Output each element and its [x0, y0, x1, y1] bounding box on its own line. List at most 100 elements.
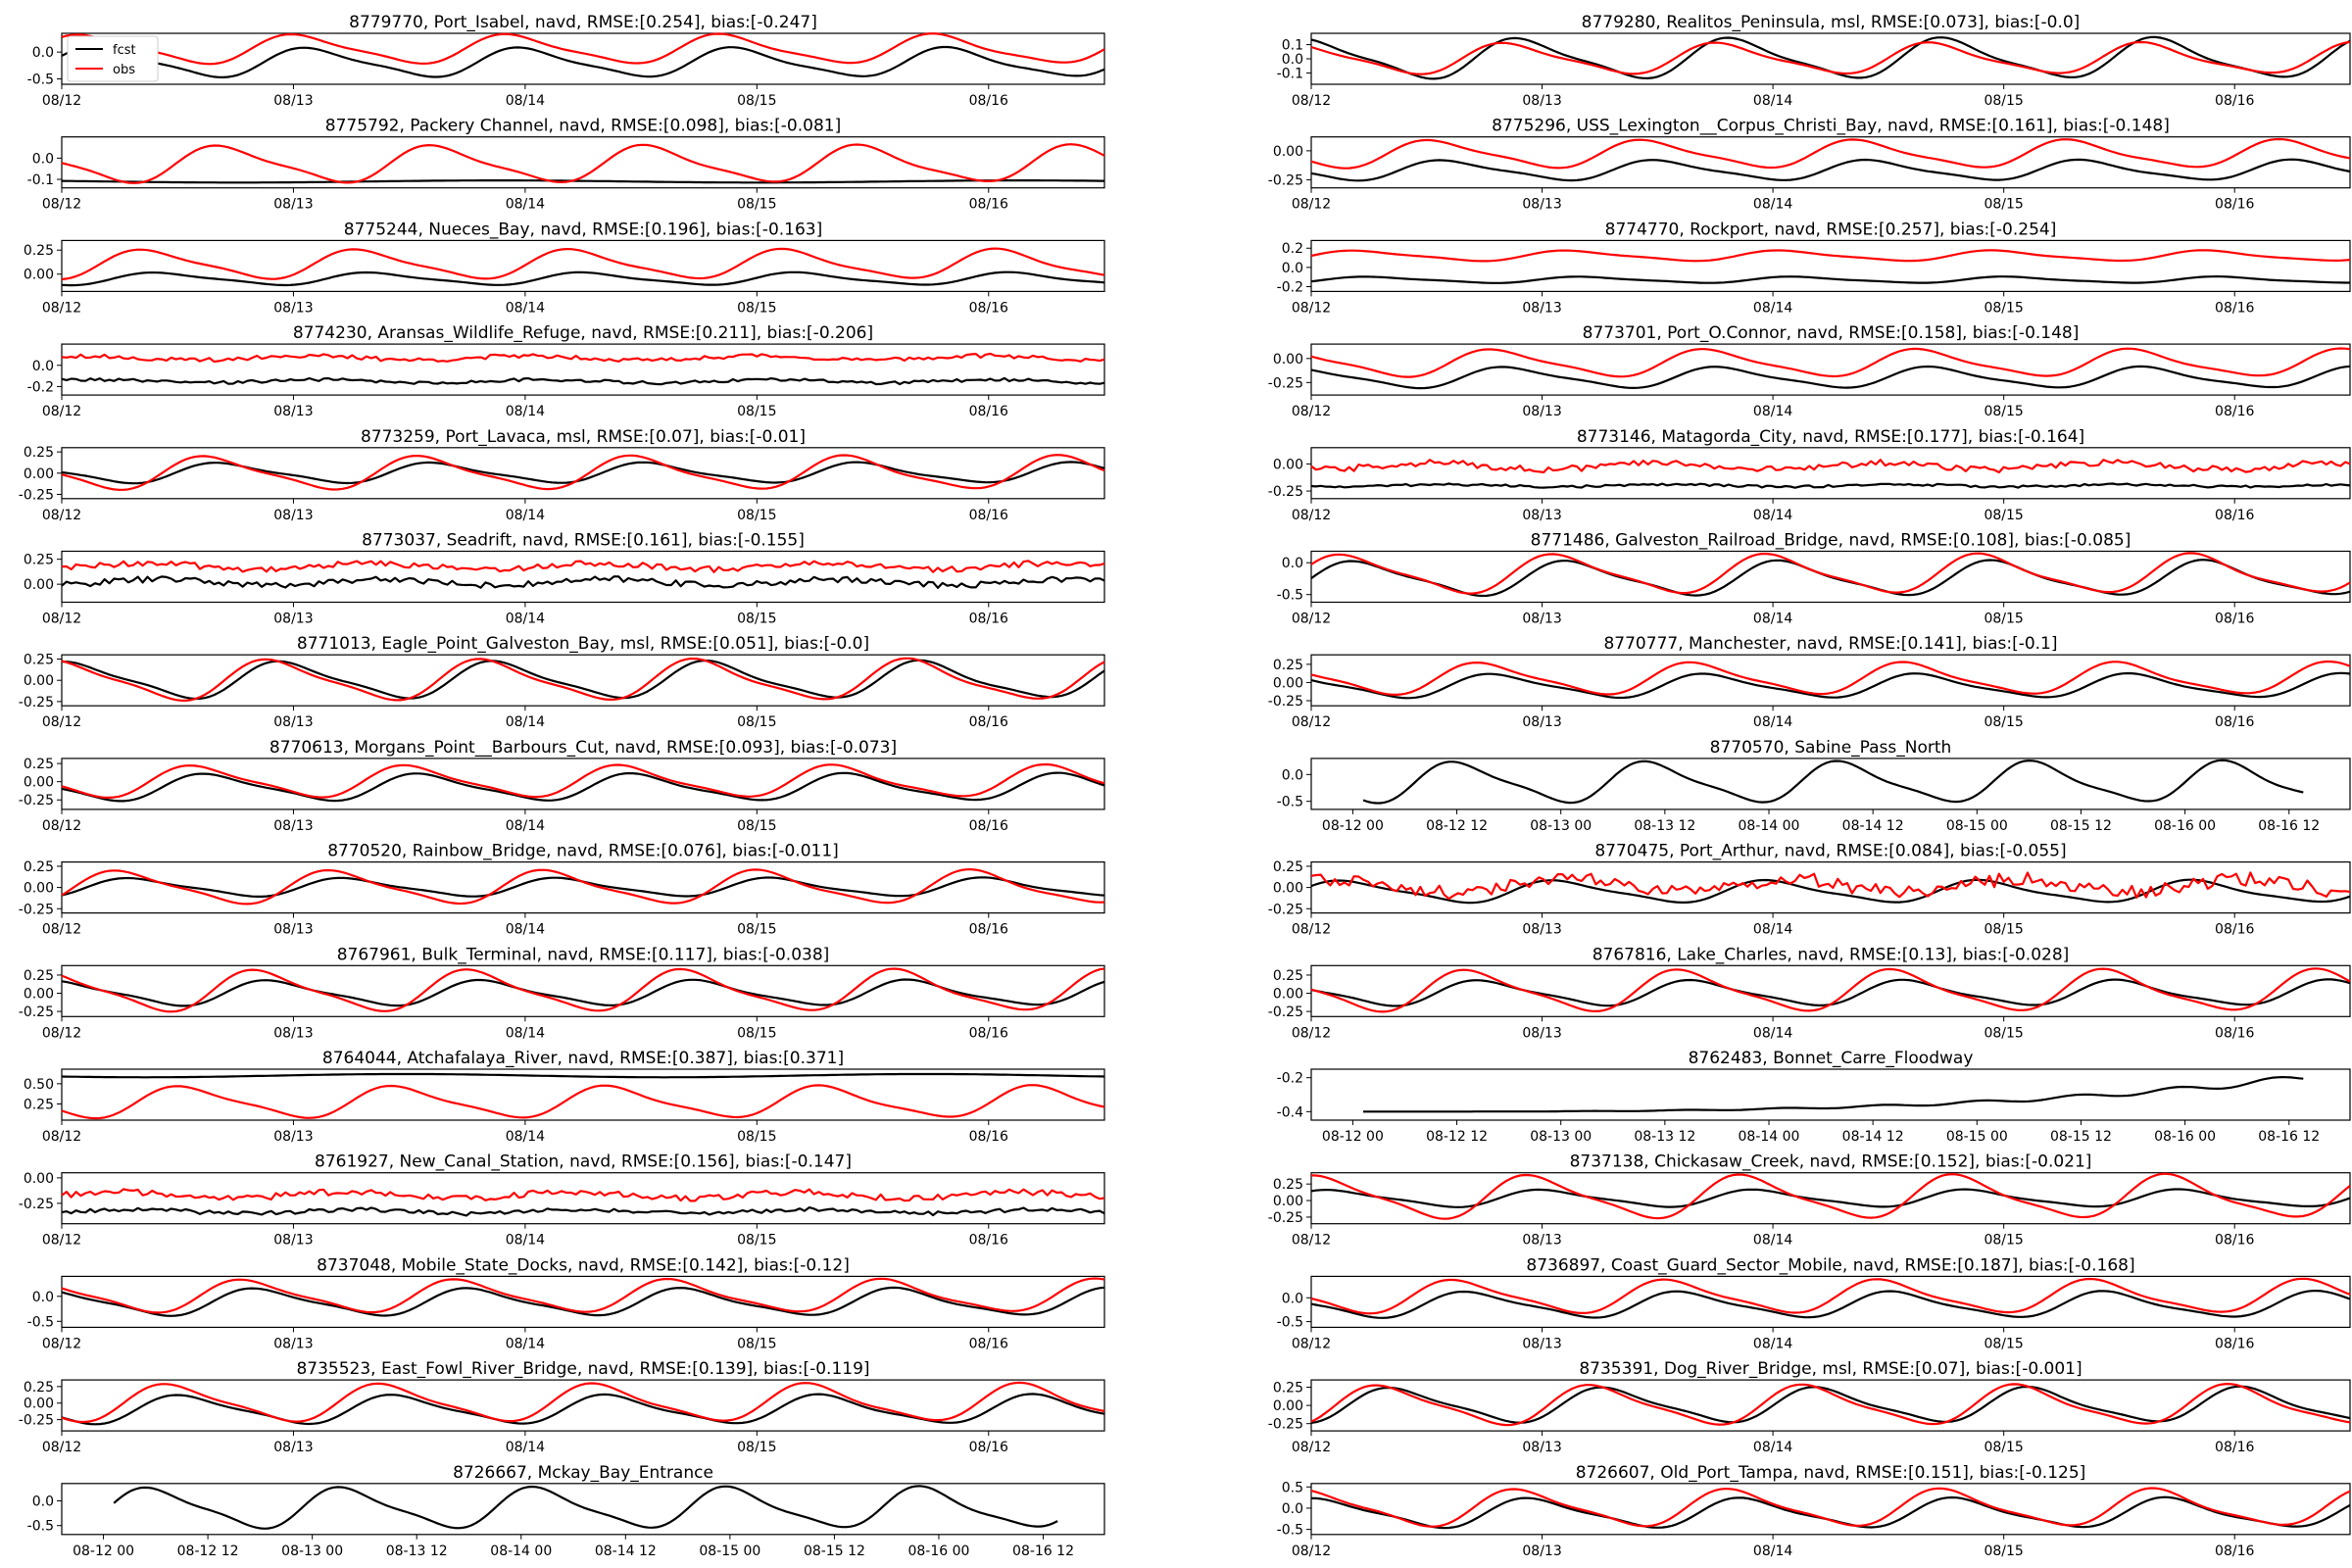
- subplot: 8770475, Port_Arthur, navd, RMSE:[0.084]…: [1268, 842, 2351, 938]
- x-tick-label: 08-16 12: [1012, 1544, 1074, 1559]
- x-tick-label: 08/15: [737, 612, 776, 627]
- x-tick-label: 08/14: [1753, 300, 1792, 316]
- subplot-title: 8773259, Port_Lavaca, msl, RMSE:[0.07], …: [361, 427, 806, 447]
- x-tick-label: 08/16: [969, 1233, 1008, 1249]
- subplot-title: 8770777, Manchester, navd, RMSE:[0.141],…: [1603, 634, 2057, 654]
- x-tick-label: 08/13: [1522, 612, 1561, 627]
- y-tick-label: 0.25: [24, 553, 54, 568]
- x-tick-label: 08/15: [1984, 1544, 2023, 1559]
- y-tick-label: 0.25: [1273, 859, 1303, 875]
- fcst-series-line: [1310, 365, 2351, 390]
- subplot: 8735523, East_Fowl_River_Bridge, navd, R…: [19, 1359, 1105, 1455]
- subplot-title: 8779770, Port_Isabel, navd, RMSE:[0.254]…: [349, 13, 817, 32]
- x-tick-label: 08/12: [1292, 1336, 1331, 1351]
- x-tick-label: 08/13: [273, 300, 313, 316]
- x-tick-label: 08/14: [1753, 197, 1792, 213]
- subplot-title: 8774230, Aransas_Wildlife_Refuge, navd, …: [293, 323, 873, 343]
- x-tick-label: 08/16: [2215, 1025, 2254, 1041]
- obs-series-line: [61, 1084, 1105, 1120]
- obs-series-line: [1310, 137, 2351, 170]
- y-tick-label: -0.25: [1268, 172, 1303, 188]
- plot-frame: [61, 758, 1105, 810]
- obs-series-line: [1310, 249, 2351, 263]
- y-tick-label: -0.25: [1268, 1004, 1303, 1020]
- x-tick-label: 08/12: [42, 197, 81, 213]
- subplot-title: 8767816, Lake_Charles, navd, RMSE:[0.13]…: [1592, 945, 2070, 964]
- x-tick-label: 08/15: [737, 197, 776, 213]
- x-tick-label: 08/14: [1753, 922, 1792, 938]
- x-tick-label: 08/16: [969, 300, 1008, 316]
- obs-series-line: [1310, 40, 2351, 75]
- obs-series-line: [1310, 1383, 2351, 1427]
- plot-frame: [61, 136, 1105, 189]
- x-tick-label: 08/14: [1753, 1233, 1792, 1249]
- x-tick-label: 08/16: [969, 612, 1008, 627]
- x-tick-label: 08/15: [737, 93, 776, 109]
- x-tick-label: 08/13: [1522, 922, 1561, 938]
- y-tick-label: -0.25: [19, 793, 54, 808]
- obs-series-line: [1310, 552, 2351, 595]
- x-tick-label: 08/12: [42, 1440, 81, 1455]
- x-tick-label: 08/15: [1984, 1233, 2023, 1249]
- plot-frame: [61, 447, 1105, 500]
- x-tick-label: 08/14: [506, 1336, 545, 1351]
- y-tick-label: 0.00: [1273, 987, 1303, 1003]
- x-tick-label: 08-13 12: [1634, 818, 1695, 834]
- y-tick-label: 0.00: [1273, 352, 1303, 368]
- x-tick-label: 08/12: [1292, 922, 1331, 938]
- y-tick-label: 0.0: [32, 151, 54, 167]
- y-tick-label: 0.00: [24, 987, 54, 1003]
- x-tick-label: 08-16 00: [2154, 1129, 2216, 1145]
- x-tick-label: 08/13: [273, 508, 313, 523]
- y-tick-label: 0.25: [24, 757, 54, 772]
- x-tick-label: 08/12: [1292, 93, 1331, 109]
- x-tick-label: 08/16: [2215, 1440, 2254, 1455]
- obs-series-line: [1310, 660, 2351, 696]
- obs-series-line: [61, 1188, 1105, 1202]
- x-tick-label: 08/15: [1984, 922, 2023, 938]
- plot-frame: [61, 1379, 1105, 1432]
- x-tick-label: 08-13 00: [281, 1544, 343, 1559]
- x-tick-label: 08/15: [1984, 612, 2023, 627]
- x-tick-label: 08/15: [737, 1336, 776, 1351]
- fcst-series-line: [1310, 1188, 2351, 1208]
- x-tick-label: 08/12: [42, 1336, 81, 1351]
- y-tick-label: 0.00: [1273, 675, 1303, 691]
- x-tick-label: 08-12 00: [73, 1544, 134, 1559]
- x-tick-label: 08/12: [42, 300, 81, 316]
- subplot-title: 8770475, Port_Arthur, navd, RMSE:[0.084]…: [1594, 842, 2066, 861]
- obs-series-line: [61, 868, 1105, 906]
- y-tick-label: 0.0: [32, 1494, 54, 1509]
- plot-frame: [1310, 1068, 2351, 1121]
- x-tick-label: 08/14: [506, 1233, 545, 1249]
- subplot: 8774230, Aransas_Wildlife_Refuge, navd, …: [27, 323, 1105, 419]
- x-tick-label: 08/16: [969, 1129, 1008, 1145]
- fcst-series-line: [1310, 671, 2351, 700]
- fcst-series-line: [61, 978, 1105, 1007]
- obs-series-line: [1310, 967, 2351, 1013]
- subplot-title: 8737048, Mobile_State_Docks, navd, RMSE:…: [317, 1255, 850, 1275]
- x-tick-label: 08/16: [969, 404, 1008, 419]
- y-tick-label: -0.25: [1268, 694, 1303, 710]
- fcst-series-line: [61, 876, 1105, 898]
- x-tick-label: 08-12 12: [1426, 818, 1488, 834]
- x-tick-label: 08/12: [1292, 1025, 1331, 1041]
- x-tick-label: 08/12: [42, 1025, 81, 1041]
- x-tick-label: 08/14: [1753, 93, 1792, 109]
- x-tick-label: 08-14 00: [1739, 1129, 1800, 1145]
- subplot-title: 8773146, Matagorda_City, navd, RMSE:[0.1…: [1577, 427, 2084, 447]
- x-tick-label: 08/12: [42, 714, 81, 730]
- plot-frame: [61, 860, 1105, 914]
- x-tick-label: 08/12: [1292, 404, 1331, 419]
- x-tick-label: 08/12: [42, 508, 81, 523]
- x-tick-label: 08/14: [506, 404, 545, 419]
- y-tick-label: 0.25: [1273, 658, 1303, 673]
- x-tick-label: 08/12: [42, 922, 81, 938]
- x-tick-label: 08/12: [1292, 1440, 1331, 1455]
- x-tick-label: 08/16: [2215, 1544, 2254, 1559]
- subplot-title: 8770570, Sabine_Pass_North: [1710, 738, 1952, 758]
- subplot-title: 8767961, Bulk_Terminal, navd, RMSE:[0.11…: [337, 945, 830, 964]
- plot-frame: [1310, 343, 2351, 396]
- y-tick-label: -0.25: [1268, 375, 1303, 391]
